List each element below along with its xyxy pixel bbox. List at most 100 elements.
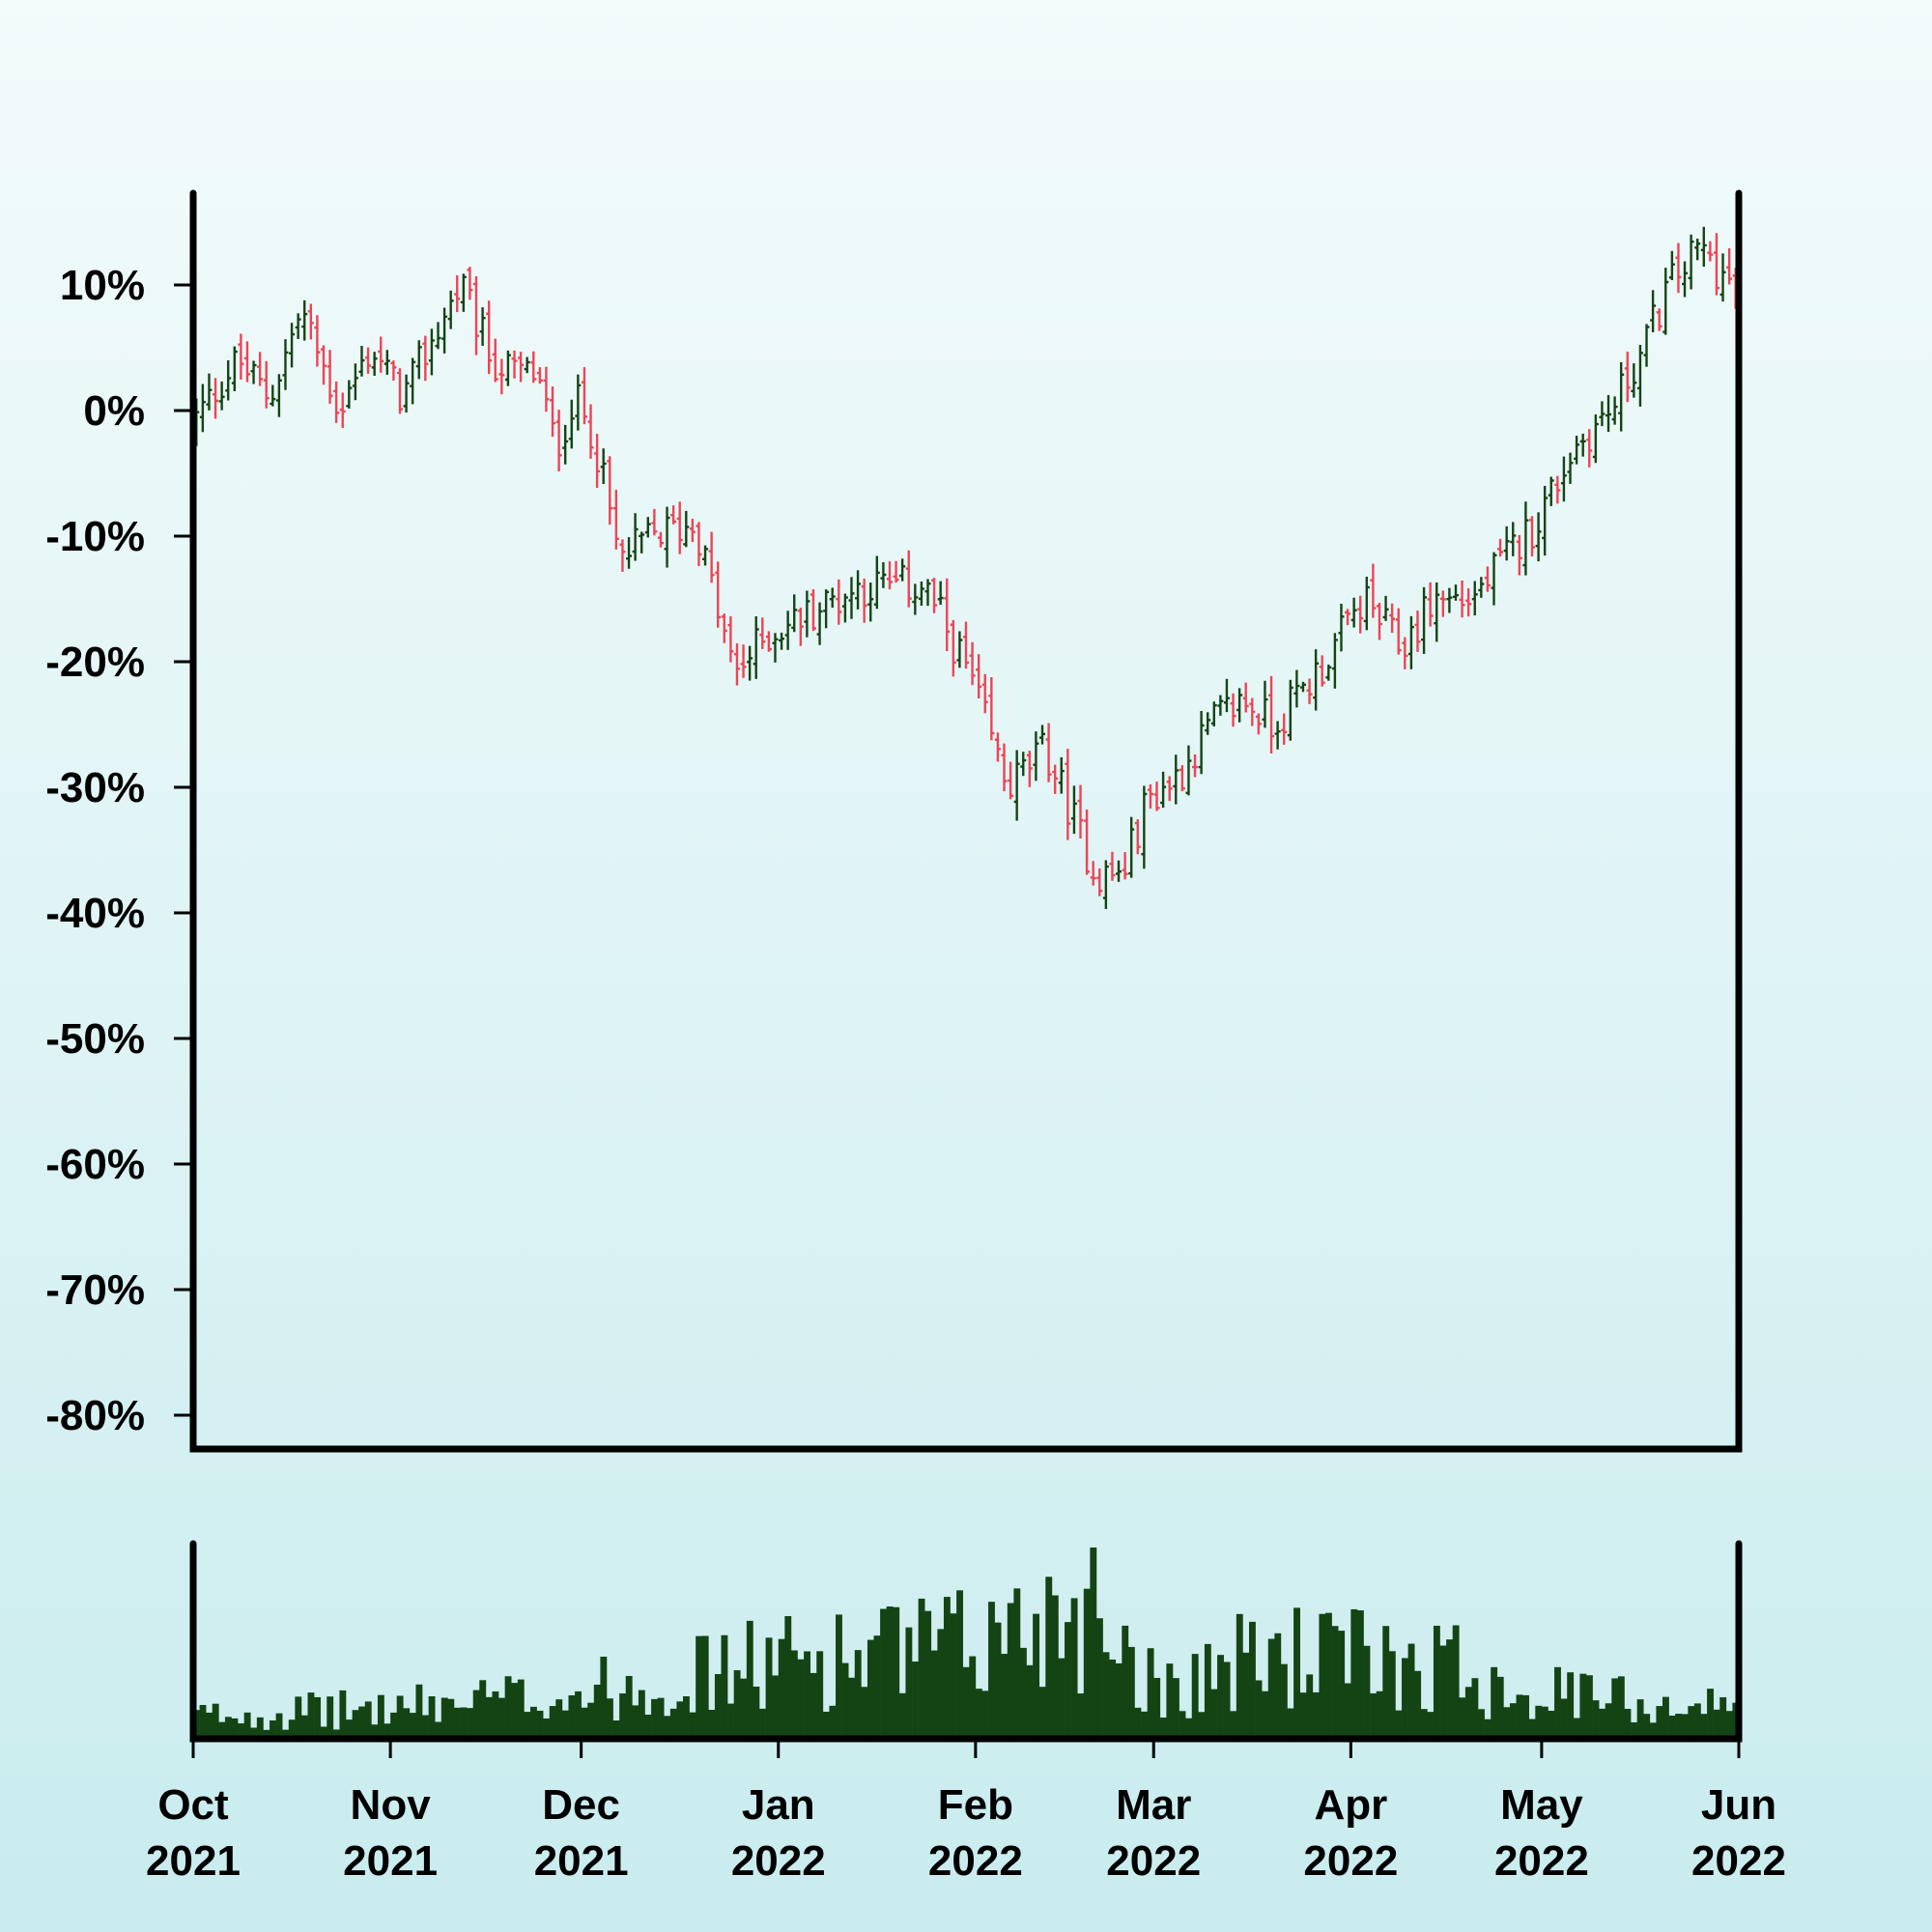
- ohlc-bar: [1299, 681, 1306, 693]
- ohlc-bar: [243, 341, 250, 383]
- volume-bar: [676, 1701, 684, 1739]
- volume-bar: [727, 1703, 734, 1739]
- ohlc-bar: [275, 374, 282, 417]
- volume-bar: [1585, 1675, 1593, 1739]
- volume-bar: [275, 1713, 283, 1739]
- ohlc-bar: [1090, 861, 1096, 886]
- volume-bar: [460, 1707, 468, 1739]
- ohlc-bar: [1026, 751, 1033, 787]
- ohlc-bar: [855, 570, 862, 610]
- ohlc-bar: [333, 381, 340, 423]
- ohlc-bar: [715, 561, 722, 628]
- ohlc-bar: [1497, 538, 1504, 557]
- volume-bar: [199, 1704, 207, 1739]
- ohlc-bar: [358, 346, 365, 377]
- ohlc-bar: [702, 545, 709, 566]
- ohlc-bar: [238, 333, 244, 381]
- ohlc-bar: [976, 654, 982, 698]
- volume-bar: [263, 1729, 270, 1739]
- ohlc-bar: [270, 384, 276, 407]
- volume-bar: [600, 1656, 608, 1739]
- ohlc-bar: [295, 313, 301, 340]
- volume-bar: [1299, 1692, 1307, 1739]
- volume-bar: [1560, 1698, 1568, 1739]
- ohlc-bar: [314, 315, 321, 367]
- volume-bar: [1255, 1680, 1263, 1739]
- x-tick-year: 2022: [1106, 1837, 1201, 1885]
- ohlc-bar: [963, 621, 969, 669]
- volume-bar: [358, 1706, 366, 1739]
- ohlc-bar: [1510, 522, 1517, 556]
- volume-bar: [453, 1707, 461, 1739]
- ohlc-bar: [403, 374, 410, 412]
- volume-bar: [1624, 1709, 1632, 1739]
- volume-bar: [905, 1627, 913, 1739]
- ohlc-bar: [530, 351, 537, 384]
- volume-bar: [790, 1650, 798, 1739]
- volume-bar: [867, 1639, 874, 1739]
- ohlc-bar: [1389, 603, 1396, 634]
- volume-bar: [956, 1590, 964, 1739]
- volume-bar: [1127, 1646, 1135, 1739]
- ohlc-bar: [1522, 501, 1529, 576]
- volume-bar: [836, 1614, 842, 1739]
- ohlc-bar: [486, 300, 493, 375]
- ohlc-bar: [568, 399, 575, 449]
- ohlc-bar: [886, 561, 893, 590]
- volume-bar: [561, 1710, 569, 1739]
- ohlc-bar: [1668, 250, 1675, 280]
- volume-bar: [485, 1696, 493, 1739]
- ohlc-bar: [1293, 669, 1300, 708]
- ohlc-bar: [727, 615, 734, 663]
- volume-bar: [1331, 1626, 1339, 1739]
- ohlc-bar: [213, 378, 219, 419]
- volume-bar: [1198, 1712, 1206, 1739]
- ohlc-bar: [1402, 637, 1408, 669]
- volume-bar: [810, 1672, 817, 1739]
- y-tick-label: -70%: [45, 1266, 145, 1314]
- ohlc-bar: [263, 360, 270, 409]
- ohlc-bar: [937, 581, 944, 606]
- ohlc-bar: [950, 619, 956, 677]
- volume-bar: [390, 1712, 397, 1739]
- volume-bar: [238, 1723, 244, 1739]
- ohlc-bar: [1414, 611, 1421, 652]
- volume-bar: [511, 1683, 519, 1739]
- ohlc-bar: [1363, 576, 1370, 631]
- ohlc-bar: [632, 513, 639, 561]
- x-tick-year: 2022: [731, 1837, 826, 1885]
- ohlc-bar: [867, 582, 874, 622]
- volume-bar: [638, 1690, 645, 1739]
- volume-bar: [422, 1715, 429, 1739]
- ohlc-bar: [1230, 693, 1236, 727]
- ohlc-bar: [346, 380, 353, 409]
- volume-bar: [1249, 1621, 1256, 1739]
- volume-bar: [587, 1702, 595, 1739]
- volume-bar: [696, 1635, 703, 1739]
- volume-bar: [1516, 1694, 1523, 1739]
- volume-bar: [1503, 1707, 1511, 1739]
- ohlc-bar: [1643, 324, 1650, 367]
- ohlc-bar: [956, 631, 963, 668]
- ohlc-bar: [1662, 268, 1669, 335]
- ohlc-bar: [1102, 860, 1109, 909]
- volume-bar: [1001, 1654, 1009, 1739]
- ohlc-bar: [804, 590, 810, 638]
- volume-bar: [1287, 1708, 1294, 1739]
- volume-bar: [593, 1684, 601, 1739]
- volume-bar: [657, 1697, 665, 1739]
- volume-bar: [1719, 1697, 1727, 1739]
- price-bars: [193, 226, 1739, 909]
- volume-bar: [384, 1723, 391, 1739]
- volume-bar: [1230, 1711, 1237, 1739]
- x-tick-year: 2022: [1303, 1837, 1398, 1885]
- ohlc-bar: [250, 360, 257, 384]
- volume-bar: [396, 1695, 404, 1739]
- volume-bar: [1033, 1613, 1040, 1739]
- ohlc-bar: [791, 594, 798, 633]
- ohlc-bar: [810, 589, 816, 632]
- ohlc-bar: [994, 732, 1001, 762]
- ohlc-bar: [1338, 603, 1345, 652]
- volume-bar: [1459, 1697, 1466, 1739]
- volume-bar: [644, 1714, 652, 1739]
